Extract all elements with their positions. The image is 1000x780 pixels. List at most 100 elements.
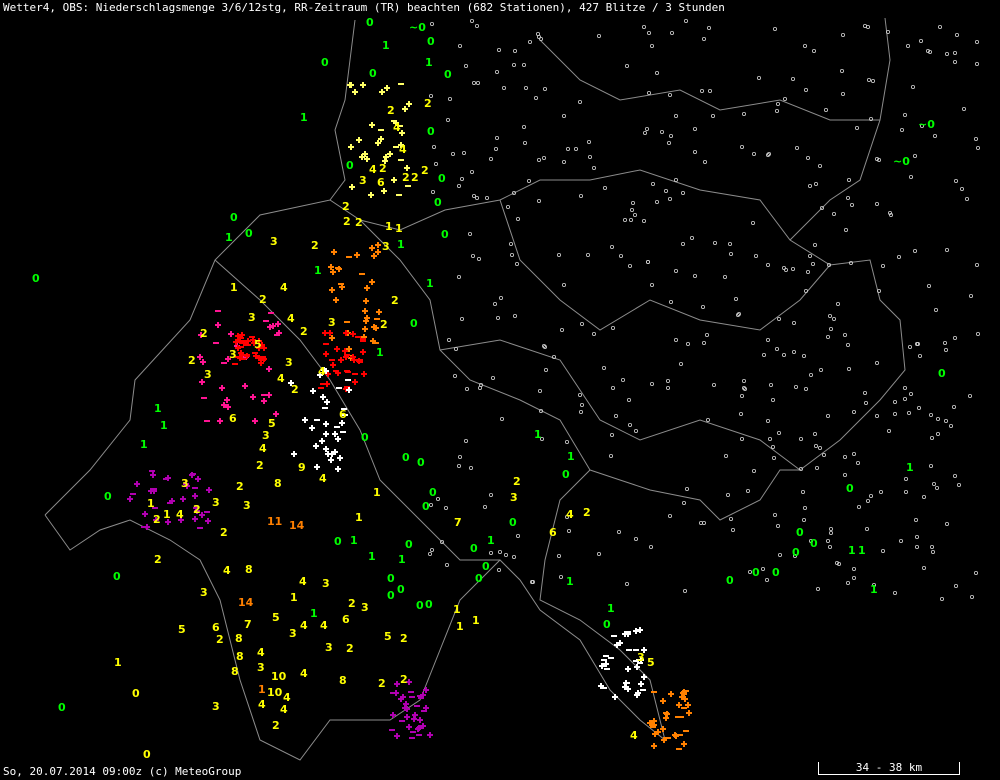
station-value: 0 [562,468,570,481]
station-dot [459,316,464,321]
station-value: 6 [229,412,237,425]
station-dot [752,468,757,473]
station-dot [683,589,688,594]
station-dot [562,282,567,287]
station-dot [782,265,787,270]
station-dot [936,431,941,436]
station-dot [488,156,493,161]
station-dot [699,521,704,526]
station-dot [935,485,940,490]
station-dot [686,341,691,346]
lightning-positive-icon [362,151,368,157]
station-dot [634,428,639,433]
lightning-positive-icon [371,324,377,330]
station-dot [875,413,880,418]
station-dot [852,567,857,572]
station-value: 8 [339,674,347,687]
station-value: 1 [147,497,155,510]
station-value: 1 [350,534,358,547]
station-dot [824,108,829,113]
station-dot [969,293,974,298]
station-dot [512,190,517,195]
station-dot [929,412,934,417]
station-value: 1 [290,591,298,604]
station-dot [476,256,481,261]
station-value: 6 [212,621,220,634]
lightning-positive-icon [399,130,405,136]
station-dot [660,129,665,134]
station-dot [523,140,528,145]
station-dot [766,152,771,157]
station-value: 3 [204,368,212,381]
station-dot [841,33,846,38]
station-dot [542,343,547,348]
station-dot [681,190,686,195]
station-value: 0 [104,490,112,503]
station-dot [945,522,950,527]
station-value: 2 [380,318,388,331]
station-dot [818,163,823,168]
station-dot [778,553,783,558]
station-dot [453,346,458,351]
station-dot [647,30,652,35]
lightning-positive-icon [343,330,349,336]
station-value: 3 [382,240,390,253]
station-value: 8 [236,650,244,663]
lightning-positive-icon [228,331,234,337]
station-dot [920,124,925,129]
station-dot [826,413,831,418]
station-value: 10 [271,670,287,683]
station-dot [628,263,633,268]
station-value: 1 [154,402,162,415]
station-value: 0 [32,272,40,285]
lightning-positive-icon [334,346,340,352]
lightning-positive-icon [417,717,423,723]
station-dot [829,326,834,331]
station-value: 2 [411,171,419,184]
station-dot [869,493,874,498]
station-value: ~0 [893,155,910,168]
lightning-positive-icon [256,338,262,344]
station-dot [496,568,501,573]
station-markers [427,18,981,602]
station-dot [580,321,585,326]
station-value: 0 [58,701,66,714]
station-dot [792,349,797,354]
station-dot [711,114,716,119]
lightning-positive-icon [375,249,381,255]
lightning-positive-icon [661,737,667,743]
station-dot [693,149,698,154]
station-value: 2 [346,642,354,655]
station-value: 1 [300,111,308,124]
station-value: 3 [328,316,336,329]
station-dot [463,438,468,443]
station-dot [820,205,825,210]
station-dot [702,37,707,42]
station-dot [628,422,633,427]
station-value: 1 [385,220,393,233]
station-value: 0 [334,535,342,548]
station-value: 1 [310,607,318,620]
station-dot [953,335,958,340]
station-value: 2 [402,171,410,184]
station-dot [943,340,948,345]
station-dot [617,530,622,535]
station-dot [668,93,673,98]
station-value: 2 [259,293,267,306]
station-dot [539,408,544,413]
station-dot [522,125,527,130]
lightning-positive-icon [351,357,357,363]
station-value: 1 [453,603,461,616]
station-dot [501,86,506,91]
station-value: 8 [231,665,239,678]
station-value: 11 [267,515,283,528]
lightning-positive-icon [346,387,352,393]
station-dot [503,553,508,558]
lightning-positive-icon [350,331,356,337]
station-dot [836,301,841,306]
lightning-positive-icon [309,425,315,431]
station-value: 3 [510,491,518,504]
station-value: 2 [513,475,521,488]
station-dot [565,515,570,520]
station-dot [792,320,797,325]
